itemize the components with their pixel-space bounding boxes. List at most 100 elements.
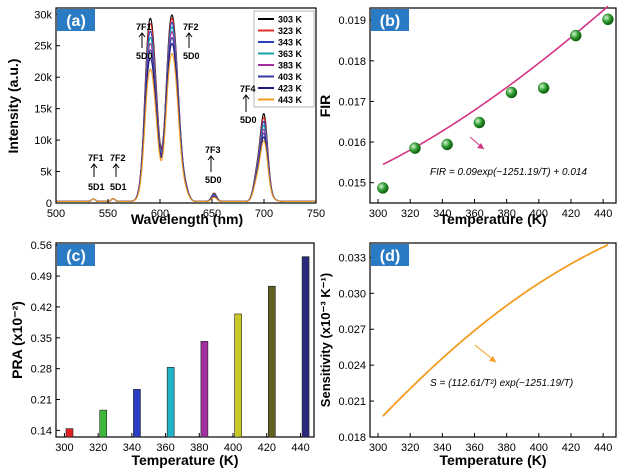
panel-a-plot [56, 14, 316, 202]
panel-c-ytick-label: 0.28 [31, 364, 52, 376]
annot-7f2: 7F2 [183, 22, 199, 32]
panel-b-ytick-label: 0.018 [338, 56, 366, 68]
panel-b-ticks: 300 320 340 360 380 400 420 440 0.015 0.016 0.017 0… [338, 15, 612, 220]
panel-c: 300 320 340 360 380 400 420 440 0.14 0.21 0.28 0.35… [9, 240, 315, 468]
panel-d-frame [369, 242, 617, 438]
panel-a-legend [253, 10, 315, 108]
panel-c-tag: (c) [66, 248, 86, 265]
panel-d-xtick-label: 360 [465, 442, 483, 454]
panel-b-xtick-label: 320 [401, 208, 419, 220]
pra-bar-343 [133, 389, 141, 438]
annot-7f4-arrowhead [242, 94, 250, 100]
panel-c-ytick-label: 0.56 [31, 240, 52, 252]
panel-b-xlabel: Temperature (K) [439, 211, 546, 227]
legend-label: 303 K [278, 15, 303, 25]
panel-b-xtick-label: 340 [433, 208, 451, 220]
panel-b-xtick-label: 440 [594, 208, 612, 220]
panel-a-xtick-label: 500 [47, 208, 65, 220]
panel-c-xtick-label: 440 [291, 442, 309, 454]
panel-b-fit-formula: FIR = 0.09exp(−1251.19/T) + 0.014 [430, 167, 587, 178]
panel-a-tag-bg [57, 9, 95, 31]
fir-data-point [377, 182, 389, 194]
panel-d-xtick-label: 380 [497, 442, 515, 454]
panel-c-ticks: 300 320 340 360 380 400 420 440 0.14 0.21 0.28 0.35… [31, 240, 310, 454]
pra-bar-403 [234, 313, 242, 438]
panel-b-xtick-label: 360 [465, 208, 483, 220]
panel-d-xtick-label: 300 [369, 442, 387, 454]
panel-a-ytick-label: 20k [34, 72, 52, 84]
panel-a-ytick-label: 15k [34, 104, 52, 116]
panel-b-ylabel: FIR [317, 95, 333, 118]
panel-a-ytick-label: 10k [34, 135, 52, 147]
fir-data-point [570, 29, 582, 42]
panel-c-xtick-label: 380 [190, 442, 208, 454]
panel-d-xtick-label: 400 [530, 442, 548, 454]
legend-label: 343 K [278, 38, 303, 48]
annot-5d0-c: 5D0 [240, 115, 257, 125]
pra-bar-423 [268, 285, 276, 438]
panel-b-ytick-label: 0.017 [338, 96, 366, 108]
annot-small-7f1-arrowhead [90, 163, 98, 169]
panel-c-ytick-label: 0.35 [31, 333, 52, 345]
panel-b-plot [377, 5, 614, 194]
annot-small-7f1: 7F1 [88, 153, 104, 163]
panel-a-xlabel: Wavelength (nm) [131, 211, 243, 227]
panel-b-fit-pointer-head [477, 143, 484, 149]
panel-b-xtick-label: 300 [369, 208, 387, 220]
annot-7f3-arrowhead [207, 155, 215, 161]
panel-d-formula-pointer-head [489, 356, 496, 362]
annot-small-5d1-b: 5D1 [110, 182, 127, 192]
panel-a-ytick-label: 0 [46, 198, 52, 210]
panel-c-ytick-label: 0.14 [31, 425, 52, 437]
panel-c-xtick-label: 400 [224, 442, 242, 454]
legend-label: 423 K [278, 84, 303, 94]
panel-d-xtick-label: 440 [594, 442, 612, 454]
legend-label: 443 K [278, 95, 303, 105]
panel-c-ytick-label: 0.21 [31, 395, 52, 407]
panel-a-xtick-label: 700 [255, 208, 273, 220]
fir-data-point [537, 82, 550, 94]
panel-a-frame [55, 7, 317, 204]
panel-b-tag-bg [371, 9, 409, 31]
panel-d-xtick-label: 320 [401, 442, 419, 454]
panel-c-frame [55, 242, 315, 438]
panel-d-plot [382, 243, 609, 417]
panel-a: 500 550 600 650 700 750 0 5k 10k 15k 20k 25k 30k (a)… [5, 7, 325, 227]
panel-c-xtick-label: 340 [123, 442, 141, 454]
pra-bar-303 [65, 428, 74, 438]
panel-d-formula: S = (112.61/T²) exp(−1251.19/T) [430, 378, 573, 389]
panel-c-plot [65, 256, 310, 438]
panel-b-ytick-label: 0.015 [338, 178, 366, 190]
panel-c-xtick-label: 420 [258, 442, 276, 454]
panel-a-ytick-label: 25k [34, 41, 52, 53]
panel-d-ytick-label: 0.024 [338, 360, 366, 372]
panel-c-ytick-label: 0.49 [31, 271, 52, 283]
pra-bar-443 [301, 256, 310, 438]
panel-d-xtick-label: 420 [562, 442, 580, 454]
annot-small-7f2: 7F2 [110, 153, 126, 163]
panel-b: 300 320 340 360 380 400 420 440 0.015 0.016 0.017 0… [317, 5, 617, 227]
panel-c-ytick-label: 0.42 [31, 302, 52, 314]
panel-d-ylabel: Sensitivity (x10⁻³ K⁻¹) [318, 273, 333, 407]
panel-d-ytick-label: 0.030 [338, 288, 366, 300]
annot-7f4: 7F4 [240, 84, 256, 94]
panel-a-xtick-label: 600 [151, 208, 169, 220]
sensitivity-curve [382, 243, 609, 417]
annot-5d0-a: 5D0 [136, 51, 153, 61]
fir-data-point [441, 138, 453, 151]
panel-d-xtick-label: 340 [433, 442, 451, 454]
panel-a-xtick-label: 650 [203, 208, 221, 220]
panel-d-xlabel: Temperature (K) [439, 452, 546, 468]
annot-7f2-arrowhead [185, 32, 193, 38]
spectrum-line-443K [56, 52, 316, 202]
panel-c-tag-bg [57, 244, 95, 266]
fir-data-point [409, 142, 421, 154]
fir-data-point [505, 86, 518, 99]
annot-7f1: 7F1 [136, 22, 152, 32]
fit-curve [382, 5, 609, 166]
panel-c-xtick-label: 300 [55, 442, 73, 454]
pra-bar-323 [99, 409, 108, 438]
